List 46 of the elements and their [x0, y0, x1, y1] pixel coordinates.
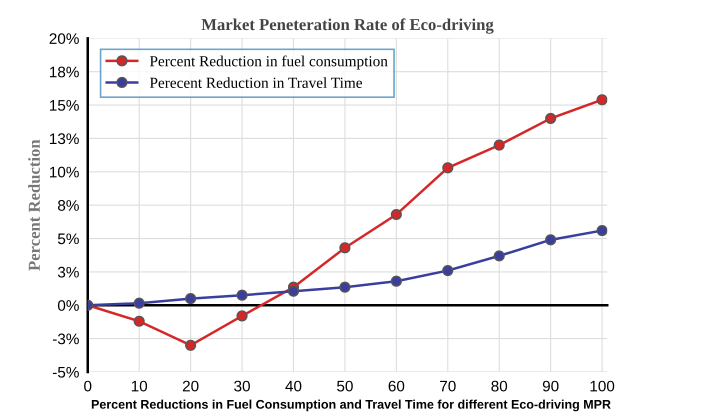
- point: [442, 162, 454, 174]
- y-tick-label: 8%: [58, 200, 79, 211]
- y-tick-label: 13%: [50, 133, 79, 144]
- y-tick-label: 3%: [58, 266, 79, 278]
- x-tick-label: 80: [491, 380, 508, 392]
- legend-label: Percent Reduction in fuel consumption: [150, 55, 388, 70]
- point: [390, 208, 402, 220]
- x-tick-label: 70: [440, 380, 456, 392]
- x-tick-label: 60: [388, 380, 404, 392]
- chart-title: Market Peneteration Rate of Eco-driving: [202, 18, 494, 34]
- y-tick-label: 18%: [50, 66, 79, 78]
- point: [185, 293, 196, 304]
- point: [236, 310, 248, 322]
- legend-label: Perecent Reduction in Travel Time: [150, 77, 362, 88]
- point: [134, 316, 145, 327]
- point: [339, 242, 350, 254]
- y-tick-label: -3%: [52, 333, 79, 344]
- point: [494, 250, 505, 262]
- y-axis-title: Percent Reduction: [28, 140, 40, 271]
- point: [442, 264, 454, 276]
- x-tick-label: 90: [542, 380, 559, 392]
- x-tick-label: 30: [234, 380, 250, 392]
- point: [545, 234, 556, 246]
- x-tick-label: 20: [182, 380, 199, 392]
- x-tick-label: 100: [590, 380, 614, 392]
- point: [288, 286, 300, 297]
- x-tick-label: 10: [132, 380, 148, 392]
- x-axis-title: Percent Reductions in Fuel Consumption and Travel Time for different Eco-driving MPR: [92, 400, 611, 412]
- point: [185, 340, 196, 351]
- x-tick-label: 40: [285, 380, 302, 392]
- point: [134, 298, 145, 309]
- point: [390, 276, 402, 287]
- y-tick-label: -5%: [52, 366, 79, 378]
- y-tick-label: 20%: [50, 33, 79, 44]
- x-tick-label: 0: [84, 380, 92, 392]
- point: [545, 112, 556, 124]
- y-tick-label: 0%: [58, 300, 79, 311]
- y-tick-label: 10%: [50, 166, 79, 178]
- x-tick-label: 50: [337, 380, 353, 392]
- y-tick-label: 5%: [58, 233, 79, 244]
- point: [339, 282, 350, 293]
- point: [596, 224, 608, 236]
- point: [236, 290, 248, 301]
- y-tick-label: 15%: [50, 100, 79, 111]
- point: [596, 94, 608, 106]
- point: [494, 140, 505, 151]
